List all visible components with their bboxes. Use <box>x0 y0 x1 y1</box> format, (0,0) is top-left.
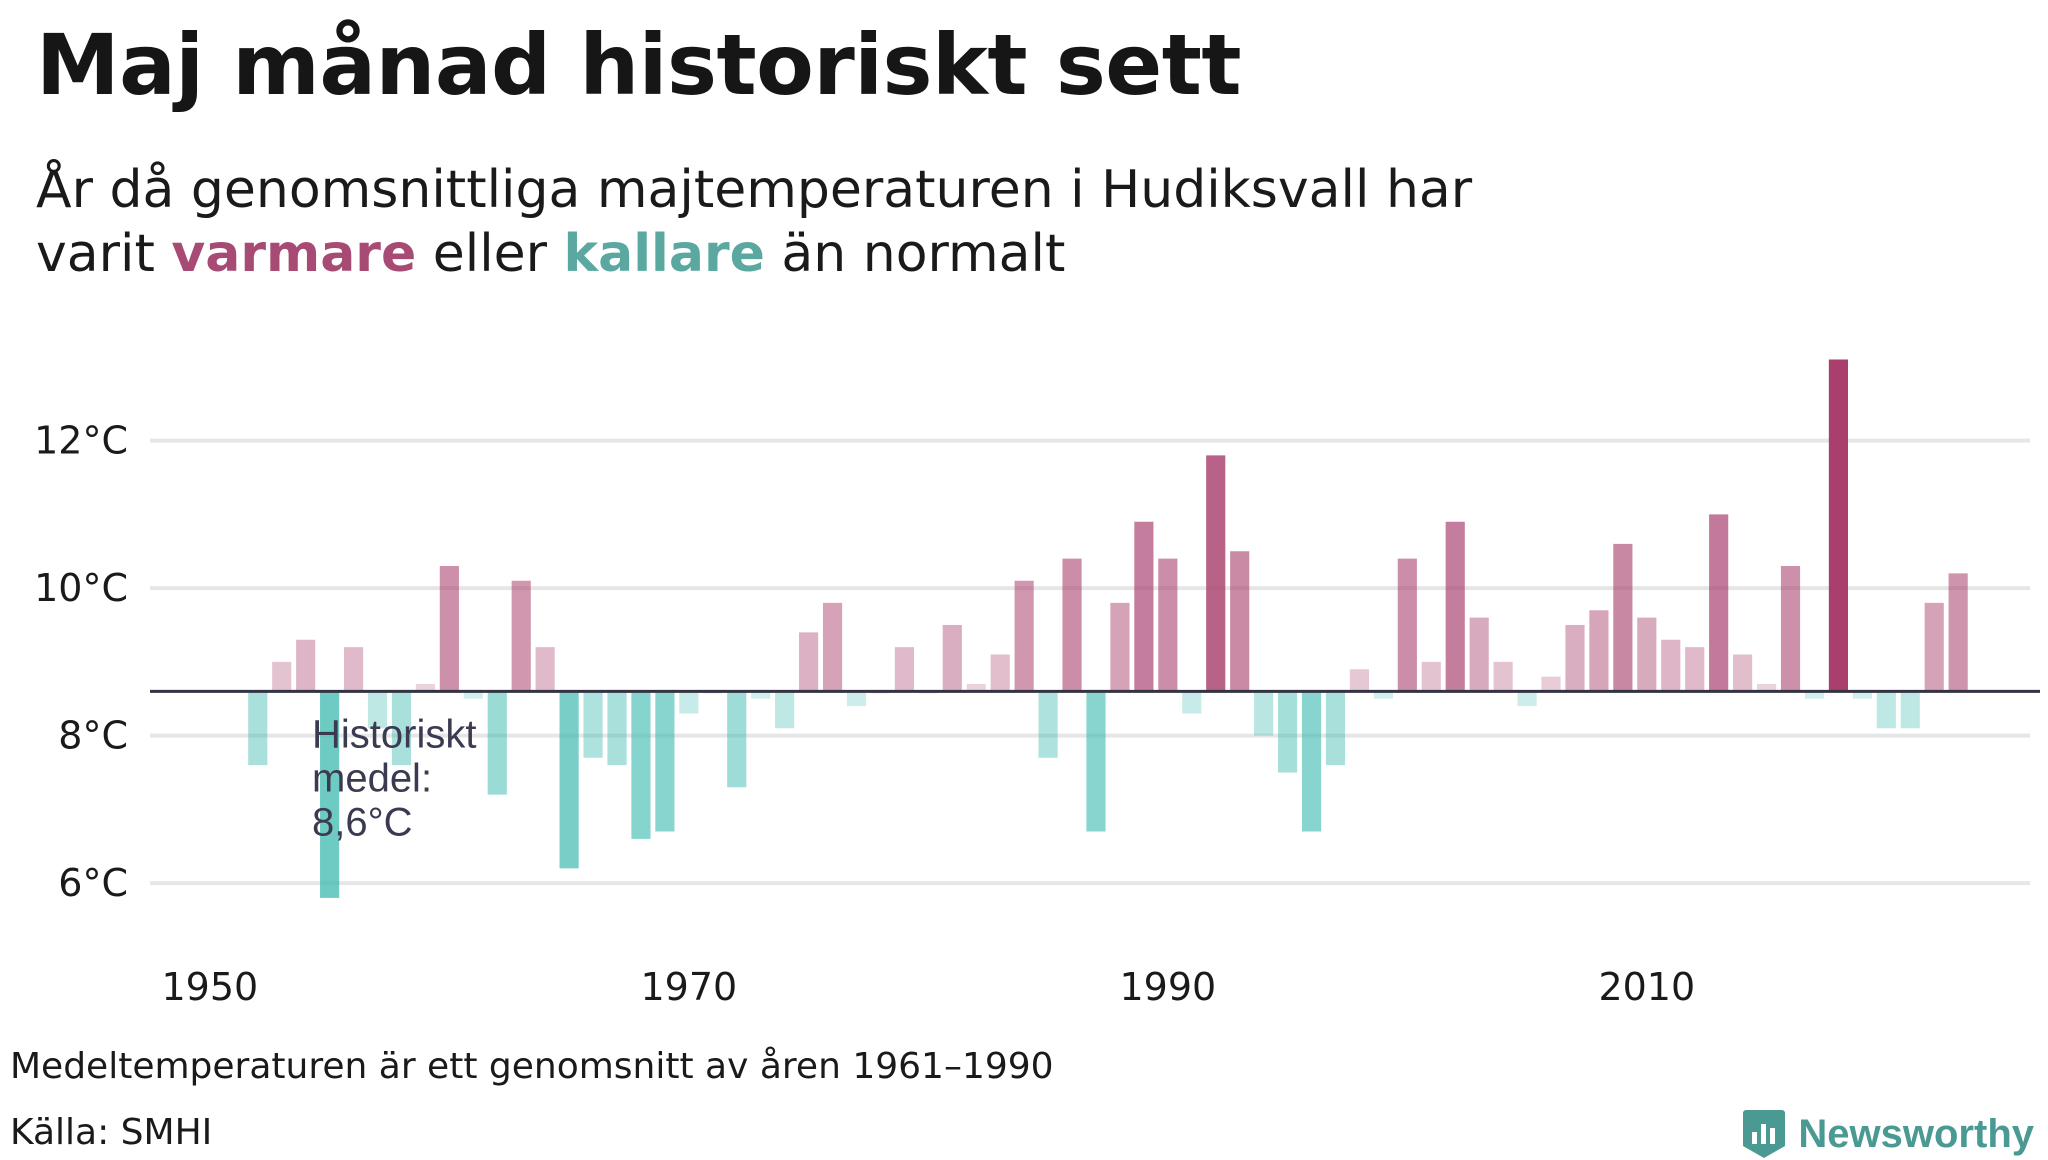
bar <box>822 602 843 692</box>
y-axis-ticks: 6°C 8°C 10°C 12°C <box>34 419 128 906</box>
bar <box>1373 691 1393 699</box>
subtitle-warm-word: varmare <box>171 224 417 284</box>
bar <box>1325 691 1346 766</box>
bar <box>990 654 1010 692</box>
bar <box>894 647 914 692</box>
footnote: Medeltemperaturen är ett genomsnitt av å… <box>10 1046 1054 1087</box>
bar <box>1828 359 1848 692</box>
bar <box>391 691 412 766</box>
x-tick-label: 1950 <box>162 965 259 1009</box>
bar <box>1206 455 1226 692</box>
bar <box>1134 521 1154 692</box>
bar <box>367 691 388 729</box>
bar <box>1924 602 1944 692</box>
bar <box>1589 610 1609 692</box>
bar <box>463 691 483 699</box>
bar <box>727 691 747 788</box>
newsworthy-icon <box>1743 1110 1786 1158</box>
bar <box>1062 558 1082 692</box>
bar <box>1397 558 1417 692</box>
bar <box>1756 684 1777 692</box>
annotation-line: 8,6°C <box>312 800 413 844</box>
bar <box>248 691 268 766</box>
bar <box>1493 661 1513 692</box>
source-note: Källa: SMHI <box>10 1112 213 1153</box>
brand-name: Newsworthy <box>1798 1111 2034 1156</box>
bar <box>942 625 962 692</box>
bar <box>439 566 459 692</box>
bar <box>1876 691 1896 729</box>
subtitle-mid-word: eller <box>432 224 548 284</box>
bar <box>1517 691 1537 707</box>
bar <box>679 691 699 714</box>
bar <box>1110 602 1130 692</box>
bar <box>846 691 867 707</box>
bar <box>511 580 531 692</box>
bar <box>775 691 795 729</box>
y-tick-label: 8°C <box>58 714 128 758</box>
bar <box>1948 573 1968 692</box>
y-tick-label: 6°C <box>58 861 128 905</box>
annotation-line: Historiskt <box>312 712 476 756</box>
subtitle-cold-word: kallare <box>563 224 765 284</box>
x-tick-label: 2010 <box>1598 965 1695 1009</box>
bar <box>607 691 627 766</box>
bar <box>751 691 771 699</box>
subtitle-end-text: än normalt <box>781 224 1066 284</box>
bar <box>535 647 555 692</box>
brand-logo: Newsworthy <box>1742 1108 2034 1160</box>
bar <box>799 632 819 692</box>
bar <box>1086 691 1106 832</box>
x-tick-label: 1990 <box>1119 965 1216 1009</box>
bar <box>296 639 316 692</box>
bar <box>1038 691 1058 758</box>
bar <box>1613 543 1633 692</box>
bar <box>655 691 675 832</box>
bar <box>1661 639 1681 692</box>
subtitle-text: År då genomsnittliga majtemperaturen i H… <box>36 160 1473 284</box>
bar <box>1541 676 1561 692</box>
bar <box>320 691 340 898</box>
bar <box>1230 551 1250 692</box>
bar <box>1900 691 1920 729</box>
bar <box>1421 661 1441 692</box>
annotation-line: medel: <box>312 756 432 800</box>
bar <box>272 661 292 692</box>
bar <box>1733 654 1753 692</box>
bar <box>1780 566 1801 692</box>
chart-subtitle: År då genomsnittliga majtemperaturen i H… <box>36 158 1596 286</box>
bar <box>966 684 986 692</box>
bar <box>1254 691 1274 736</box>
bar <box>343 647 364 692</box>
x-axis-ticks: 1950 1970 1990 2010 <box>162 965 1696 1009</box>
y-tick-label: 10°C <box>34 566 128 610</box>
bar <box>559 691 579 869</box>
bar <box>1852 691 1872 699</box>
bar <box>415 684 435 692</box>
bar <box>1445 521 1465 692</box>
bar <box>1685 647 1705 692</box>
bar <box>583 691 603 758</box>
bar <box>1158 558 1178 692</box>
bar <box>1709 514 1729 692</box>
bar <box>1182 691 1202 714</box>
bar <box>1469 617 1489 692</box>
bar <box>1278 691 1298 773</box>
bar <box>1565 625 1585 692</box>
bar <box>631 691 651 839</box>
y-tick-label: 12°C <box>34 419 128 463</box>
bar <box>1804 691 1825 699</box>
bar <box>1014 580 1034 692</box>
bars <box>248 359 1968 898</box>
bar <box>487 691 507 795</box>
bar <box>1637 617 1657 692</box>
bar <box>1301 691 1322 832</box>
chart-title: Maj månad historiskt sett <box>36 16 1242 114</box>
bar <box>1349 669 1370 692</box>
x-tick-label: 1970 <box>640 965 737 1009</box>
